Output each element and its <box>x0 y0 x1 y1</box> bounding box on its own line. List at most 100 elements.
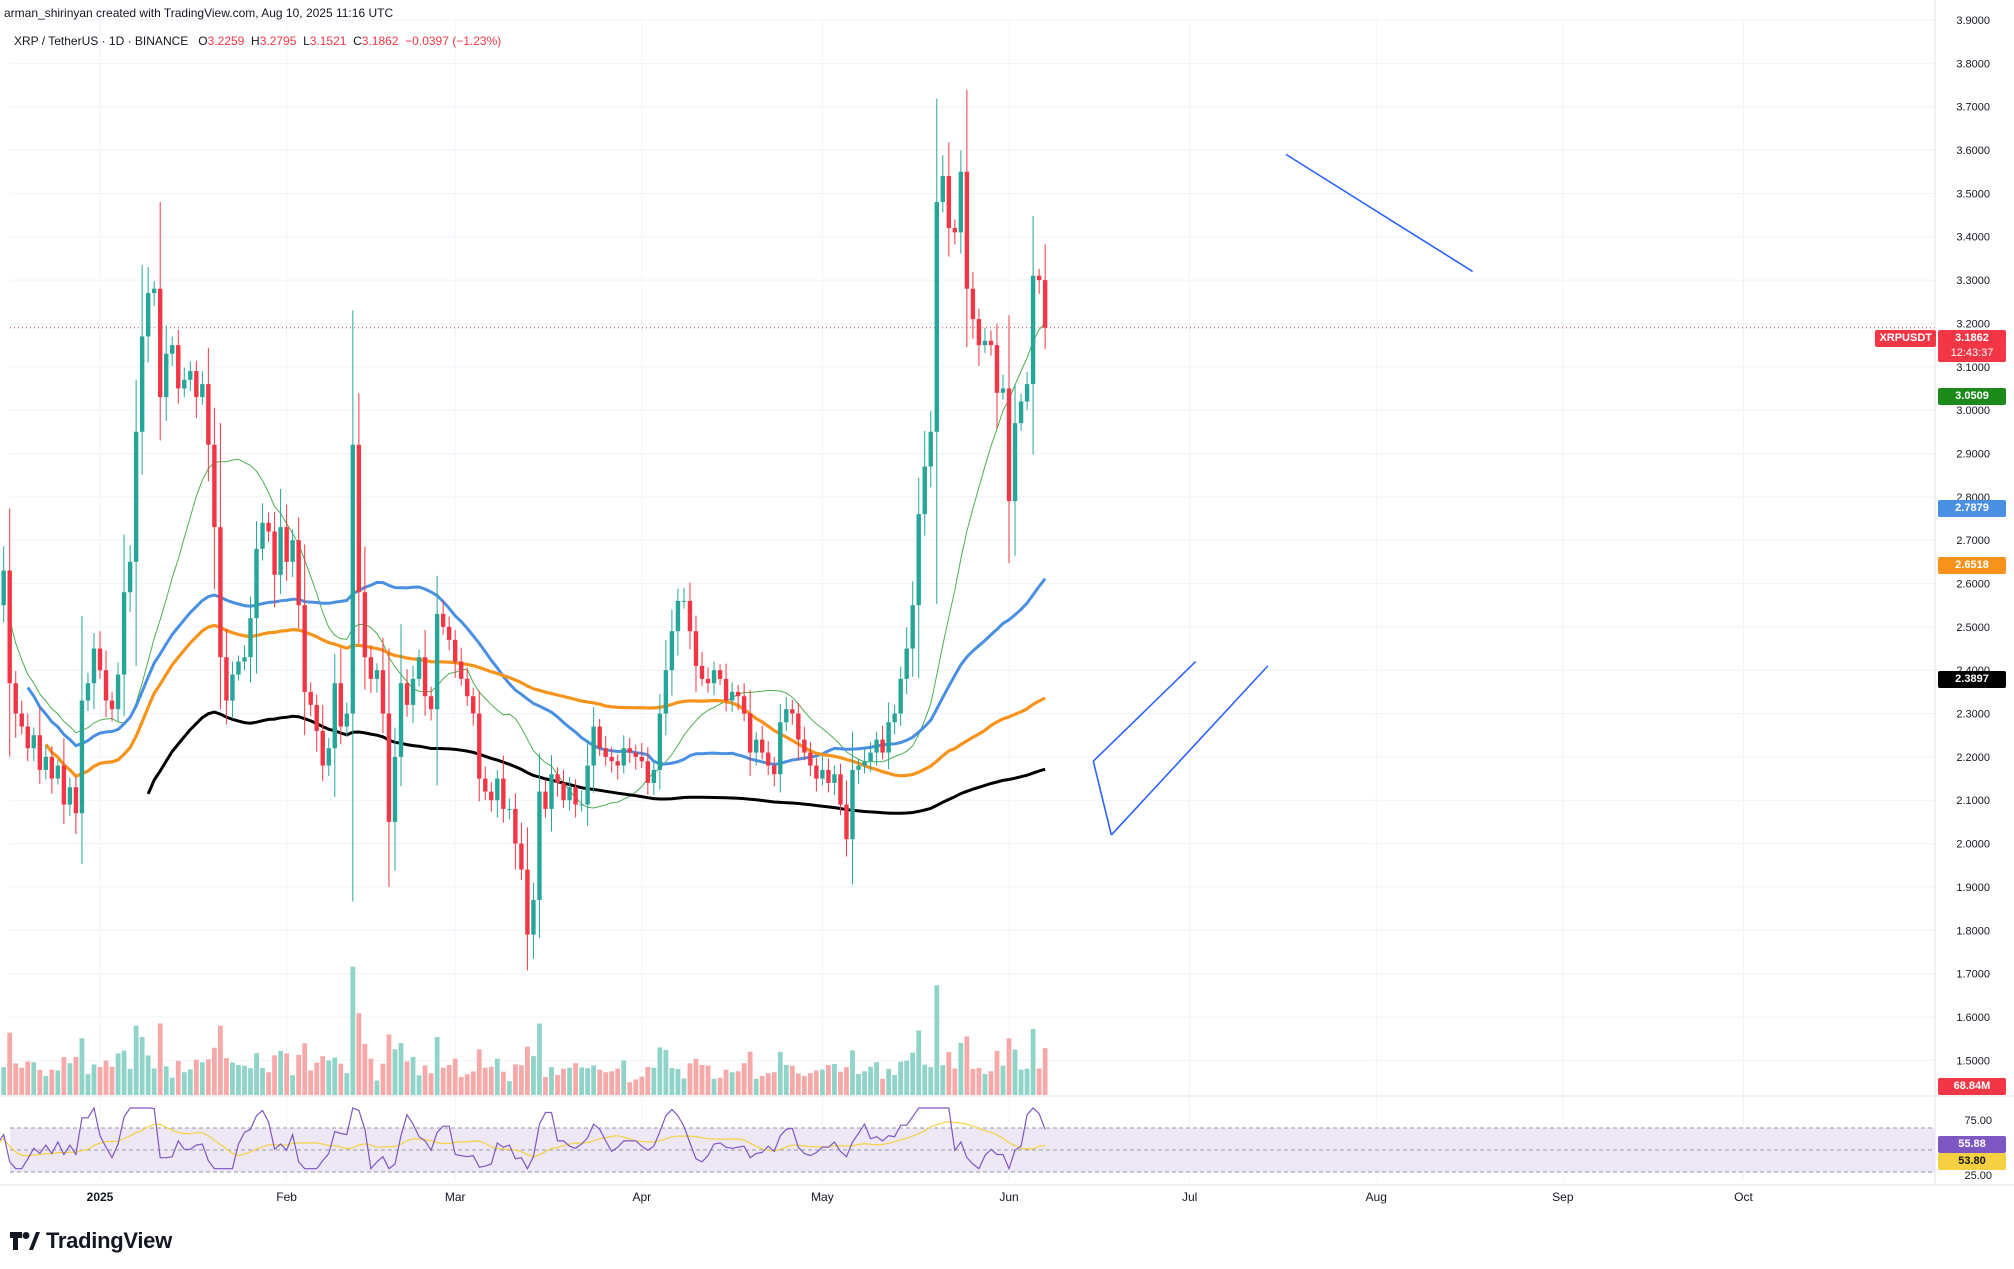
volume-bar <box>260 1067 265 1095</box>
candle-body <box>549 774 554 809</box>
candle-body <box>561 782 566 801</box>
volume-bar <box>338 1063 344 1095</box>
candle-body <box>1024 384 1030 402</box>
volume-bar <box>892 1074 898 1095</box>
volume-bar <box>482 1067 488 1095</box>
candle-body <box>838 774 843 805</box>
candle-body <box>681 600 687 602</box>
candle-body <box>133 431 139 562</box>
candle-body <box>428 696 434 710</box>
candle-body <box>248 618 253 658</box>
candle-body <box>621 748 626 766</box>
volume-bar <box>133 1025 139 1095</box>
volume-bar <box>1042 1048 1048 1095</box>
volume-bar <box>952 1068 958 1095</box>
volume-bar <box>476 1049 482 1095</box>
volume-bar <box>988 1071 994 1095</box>
symbol-badge: XRPUSDT <box>1875 330 1936 347</box>
volume-bar <box>440 1067 446 1095</box>
volume-bar <box>416 1075 422 1095</box>
volume-bar <box>681 1078 687 1095</box>
volume-bar <box>663 1049 669 1095</box>
volume-bar <box>874 1062 879 1095</box>
tradingview-logo-icon <box>10 1232 40 1250</box>
rsi-line <box>0 1106 1046 1171</box>
candle-body <box>158 288 163 398</box>
candle-body <box>49 756 55 779</box>
volume-bar <box>380 1063 386 1095</box>
candle-body <box>507 808 512 810</box>
candle-body <box>711 670 717 684</box>
rsi-ma-line <box>0 1121 1046 1158</box>
x-tick-label: Sep <box>1552 1190 1574 1204</box>
candle-body <box>465 678 470 697</box>
candle-body <box>729 691 735 701</box>
volume-bar <box>669 1068 675 1095</box>
y-tick-label: 1.9000 <box>1956 882 1990 894</box>
volume-bar <box>302 1043 308 1095</box>
ma-orange-badge: 2.6518 <box>1938 557 2006 574</box>
candle-body <box>952 228 958 233</box>
volume-bar <box>838 1071 843 1095</box>
candle-body <box>489 791 494 801</box>
candle-body <box>356 444 362 593</box>
volume-bar <box>771 1072 777 1095</box>
candle-body <box>236 661 241 675</box>
candle-body <box>970 288 976 320</box>
y-tick-label: 3.7000 <box>1956 102 1990 114</box>
volume-bar <box>374 1080 380 1095</box>
x-tick-label: Feb <box>276 1190 297 1204</box>
candle-body <box>741 696 747 714</box>
volume-bar <box>856 1073 861 1095</box>
candle-body <box>1006 388 1012 502</box>
volume-bar <box>428 1073 434 1095</box>
change-value: −0.0397 (−1.23%) <box>405 34 502 48</box>
candlesticks <box>1 89 1048 971</box>
chart-grid <box>10 19 1935 1180</box>
volume-bar <box>639 1076 645 1095</box>
volume-bar <box>982 1073 988 1095</box>
candle-body <box>416 657 422 679</box>
ma20-line <box>9 322 1046 809</box>
volume-bar <box>296 1054 302 1095</box>
volume-bar <box>1006 1038 1012 1095</box>
candle-body <box>13 683 18 714</box>
candle-body <box>537 791 542 900</box>
volume-bar <box>747 1051 753 1095</box>
volume-bar <box>976 1067 982 1095</box>
y-tick-label: 3.5000 <box>1956 188 1990 200</box>
volume-bar <box>368 1058 374 1095</box>
volume-bar <box>537 1023 542 1095</box>
volume-bar <box>801 1075 807 1095</box>
volume-bar <box>13 1063 19 1095</box>
x-tick-label: Oct <box>1734 1190 1753 1204</box>
symbol-name[interactable]: XRP / TetherUS · 1D · BINANCE <box>14 34 189 48</box>
volume-bar <box>807 1073 813 1095</box>
candle-body <box>97 648 103 671</box>
volume-bar <box>121 1050 127 1095</box>
candle-body <box>302 605 307 692</box>
candle-body <box>826 769 831 783</box>
volume-bar <box>813 1070 819 1095</box>
y-tick-label: 2.0000 <box>1956 839 1990 851</box>
candle-body <box>266 522 271 532</box>
candle-body <box>928 431 933 467</box>
volume-bar <box>567 1067 572 1095</box>
volume-bar <box>826 1064 831 1095</box>
candle-body <box>284 527 289 562</box>
candle-body <box>862 761 867 766</box>
volume-bar <box>850 1050 855 1095</box>
volume-bar <box>994 1050 1000 1095</box>
volume-bar <box>308 1070 314 1095</box>
ma-black-badge: 2.3897 <box>1938 671 2006 688</box>
candle-body <box>609 756 614 762</box>
volume-bar <box>97 1066 103 1095</box>
tradingview-logo[interactable]: TradingView <box>10 1228 172 1254</box>
y-tick-label: 2.3000 <box>1956 709 1990 721</box>
candle-body <box>67 787 73 805</box>
volume-bar <box>657 1047 663 1095</box>
volume-bar <box>43 1075 49 1095</box>
rsi-bottom-label: 25.00 <box>1964 1170 1992 1182</box>
candle-body <box>645 761 651 783</box>
